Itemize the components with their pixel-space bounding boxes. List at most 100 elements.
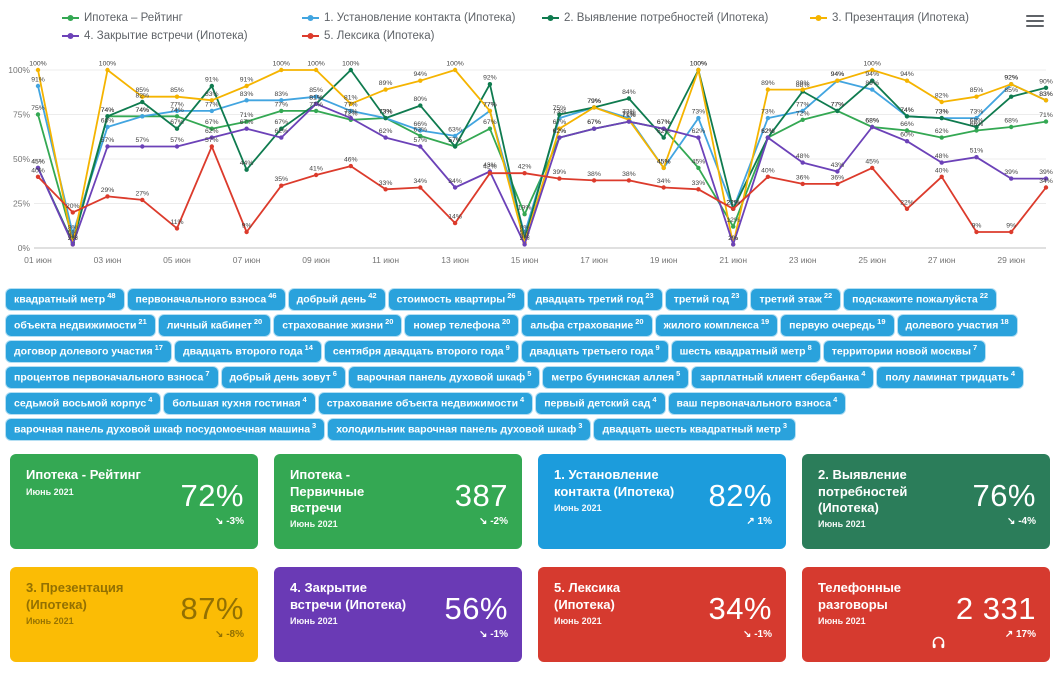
scorecard-trend: ↗ 17% — [1004, 628, 1036, 640]
keyword-chip[interactable]: двадцать третий год 23 — [527, 289, 662, 311]
keyword-chip[interactable]: квадратный метр 48 — [6, 289, 124, 311]
svg-text:66%: 66% — [900, 121, 914, 128]
svg-text:22%: 22% — [726, 199, 740, 206]
scorecard: 4. Закрытие встречи (Ипотека) Июнь 2021 56… — [274, 567, 522, 663]
svg-text:63%: 63% — [448, 126, 462, 133]
legend-label: 3. Презентация (Ипотека) — [832, 12, 969, 24]
keyword-chip[interactable]: шесть квадратный метр 8 — [671, 341, 820, 363]
svg-text:40%: 40% — [935, 167, 949, 174]
svg-text:84%: 84% — [622, 89, 636, 96]
keyword-chip[interactable]: добрый день 42 — [288, 289, 385, 311]
keyword-chip[interactable]: ваш первоначального взноса 4 — [668, 393, 846, 415]
svg-text:89%: 89% — [761, 80, 775, 87]
svg-text:82%: 82% — [135, 93, 149, 100]
svg-text:03 июн: 03 июн — [94, 255, 122, 265]
svg-text:68%: 68% — [865, 118, 879, 125]
svg-text:36%: 36% — [831, 174, 845, 181]
svg-text:13 июн: 13 июн — [441, 255, 469, 265]
svg-text:100%: 100% — [342, 61, 359, 68]
svg-text:11 июн: 11 июн — [372, 255, 399, 265]
scorecard: Ипотека - Первичные встречи Июнь 2021 387 ↘… — [274, 454, 522, 550]
keyword-chip-label: личный кабинет — [166, 319, 252, 332]
keyword-chip-count: 7 — [205, 369, 210, 379]
legend-item[interactable]: Ипотека – Рейтинг — [62, 12, 302, 24]
svg-text:33%: 33% — [379, 180, 393, 187]
keyword-chip[interactable]: двадцать второго года 14 — [174, 341, 321, 363]
keyword-chip[interactable]: полу ламинат тридцать 4 — [877, 367, 1024, 389]
keyword-chip[interactable]: договор долевого участия 17 — [6, 341, 171, 363]
keyword-chip[interactable]: страхование объекта недвижимости 4 — [318, 393, 533, 415]
keyword-chip[interactable]: третий год 23 — [665, 289, 748, 311]
legend-item[interactable]: 4. Закрытие встречи (Ипотека) — [62, 30, 302, 42]
keyword-chip[interactable]: территории новой москвы 7 — [823, 341, 986, 363]
keyword-chip[interactable]: объекта недвижимости 21 — [6, 315, 155, 337]
scorecard-title: Телефонные разговоры — [818, 580, 902, 612]
svg-text:75%: 75% — [13, 110, 30, 120]
legend-item[interactable]: 3. Презентация (Ипотека) — [810, 12, 1040, 24]
svg-text:73%: 73% — [970, 109, 984, 116]
keyword-chip[interactable]: альфа страхование 20 — [522, 315, 652, 337]
keyword-chip-label: сентября двадцать второго года — [332, 345, 504, 358]
svg-text:9%: 9% — [972, 223, 982, 230]
keyword-chip[interactable]: жилого комплекса 19 — [655, 315, 778, 337]
svg-text:74%: 74% — [900, 107, 914, 114]
svg-text:80%: 80% — [413, 96, 427, 103]
keyword-chip[interactable]: метро бунинская аллея 5 — [543, 367, 689, 389]
keyword-chip[interactable]: стоимость квартиры 26 — [388, 289, 524, 311]
keyword-chip[interactable]: двадцать шесть квадратный метр 3 — [594, 419, 796, 441]
chart-options-menu-icon[interactable] — [1026, 12, 1044, 30]
svg-text:35%: 35% — [274, 176, 288, 183]
svg-text:07 июн: 07 июн — [233, 255, 261, 265]
keyword-chip[interactable]: добрый день зовут 6 — [221, 367, 345, 389]
svg-text:72%: 72% — [796, 110, 810, 117]
svg-text:48%: 48% — [796, 153, 810, 160]
keyword-chip[interactable]: процентов первоначального взноса 7 — [6, 367, 218, 389]
keyword-chip[interactable]: холодильник варочная панель духовой шкаф… — [328, 419, 591, 441]
keyword-chip[interactable]: варочная панель духовой шкаф посудомоечн… — [6, 419, 325, 441]
keyword-chip[interactable]: личный кабинет 20 — [158, 315, 271, 337]
keyword-chip-label: ваш первоначального взноса — [676, 397, 832, 410]
scorecard-title: 5. Лексика (Ипотека) — [554, 580, 621, 612]
svg-text:3%: 3% — [520, 233, 530, 240]
legend-item[interactable]: 5. Лексика (Ипотека) — [302, 30, 542, 42]
svg-text:83%: 83% — [1039, 91, 1053, 98]
keyword-chip[interactable]: большая кухня гостиная 4 — [164, 393, 315, 415]
keyword-chip[interactable]: зарплатный клиент сбербанка 4 — [692, 367, 874, 389]
keyword-chip[interactable]: сентября двадцать второго года 9 — [324, 341, 518, 363]
svg-text:39%: 39% — [553, 169, 567, 176]
scorecard-trend: ↘ -2% — [479, 515, 508, 527]
keyword-chip[interactable]: долевого участия 18 — [897, 315, 1017, 337]
keyword-chip-count: 22 — [979, 291, 989, 300]
keyword-chip[interactable]: подскажите пожалуйста 22 — [844, 289, 997, 311]
headphones-icon — [931, 635, 946, 655]
keyword-chip[interactable]: третий этаж 22 — [751, 289, 841, 311]
keyword-chip[interactable]: номер телефона 20 — [405, 315, 519, 337]
keyword-chip[interactable]: страхование жизни 20 — [274, 315, 402, 337]
svg-text:67%: 67% — [587, 119, 601, 126]
scorecard-trend: ↘ -4% — [1007, 515, 1036, 527]
keyword-chip[interactable]: первоначального взноса 46 — [127, 289, 285, 311]
svg-text:0%: 0% — [18, 243, 31, 253]
svg-text:45%: 45% — [657, 158, 671, 165]
legend-marker-icon — [62, 15, 79, 21]
svg-text:77%: 77% — [274, 101, 288, 108]
keyword-chip[interactable]: первый детский сад 4 — [536, 393, 665, 415]
legend-item[interactable]: 2. Выявление потребностей (Ипотека) — [542, 12, 810, 24]
keyword-chip[interactable]: двадцать третьего года 9 — [521, 341, 668, 363]
scorecard-trend: ↗ 1% — [746, 515, 772, 527]
svg-text:45%: 45% — [692, 158, 706, 165]
svg-text:92%: 92% — [483, 75, 497, 82]
keyword-chip-count: 19 — [760, 317, 770, 327]
keyword-chip[interactable]: варочная панель духовой шкаф 5 — [348, 367, 540, 389]
legend-marker-icon — [810, 15, 827, 21]
svg-text:12%: 12% — [726, 217, 740, 224]
keyword-chip[interactable]: седьмой восьмой корпус 4 — [6, 393, 161, 415]
svg-text:45%: 45% — [657, 158, 671, 165]
svg-text:67%: 67% — [483, 119, 497, 126]
svg-text:29 июн: 29 июн — [997, 255, 1025, 265]
keyword-chip-count: 3 — [782, 421, 788, 431]
scorecard-value: 87% — [180, 591, 244, 626]
keyword-chip-count: 3 — [578, 421, 583, 431]
keyword-chip[interactable]: первую очередь 19 — [781, 315, 894, 337]
legend-item[interactable]: 1. Установление контакта (Ипотека) — [302, 12, 542, 24]
